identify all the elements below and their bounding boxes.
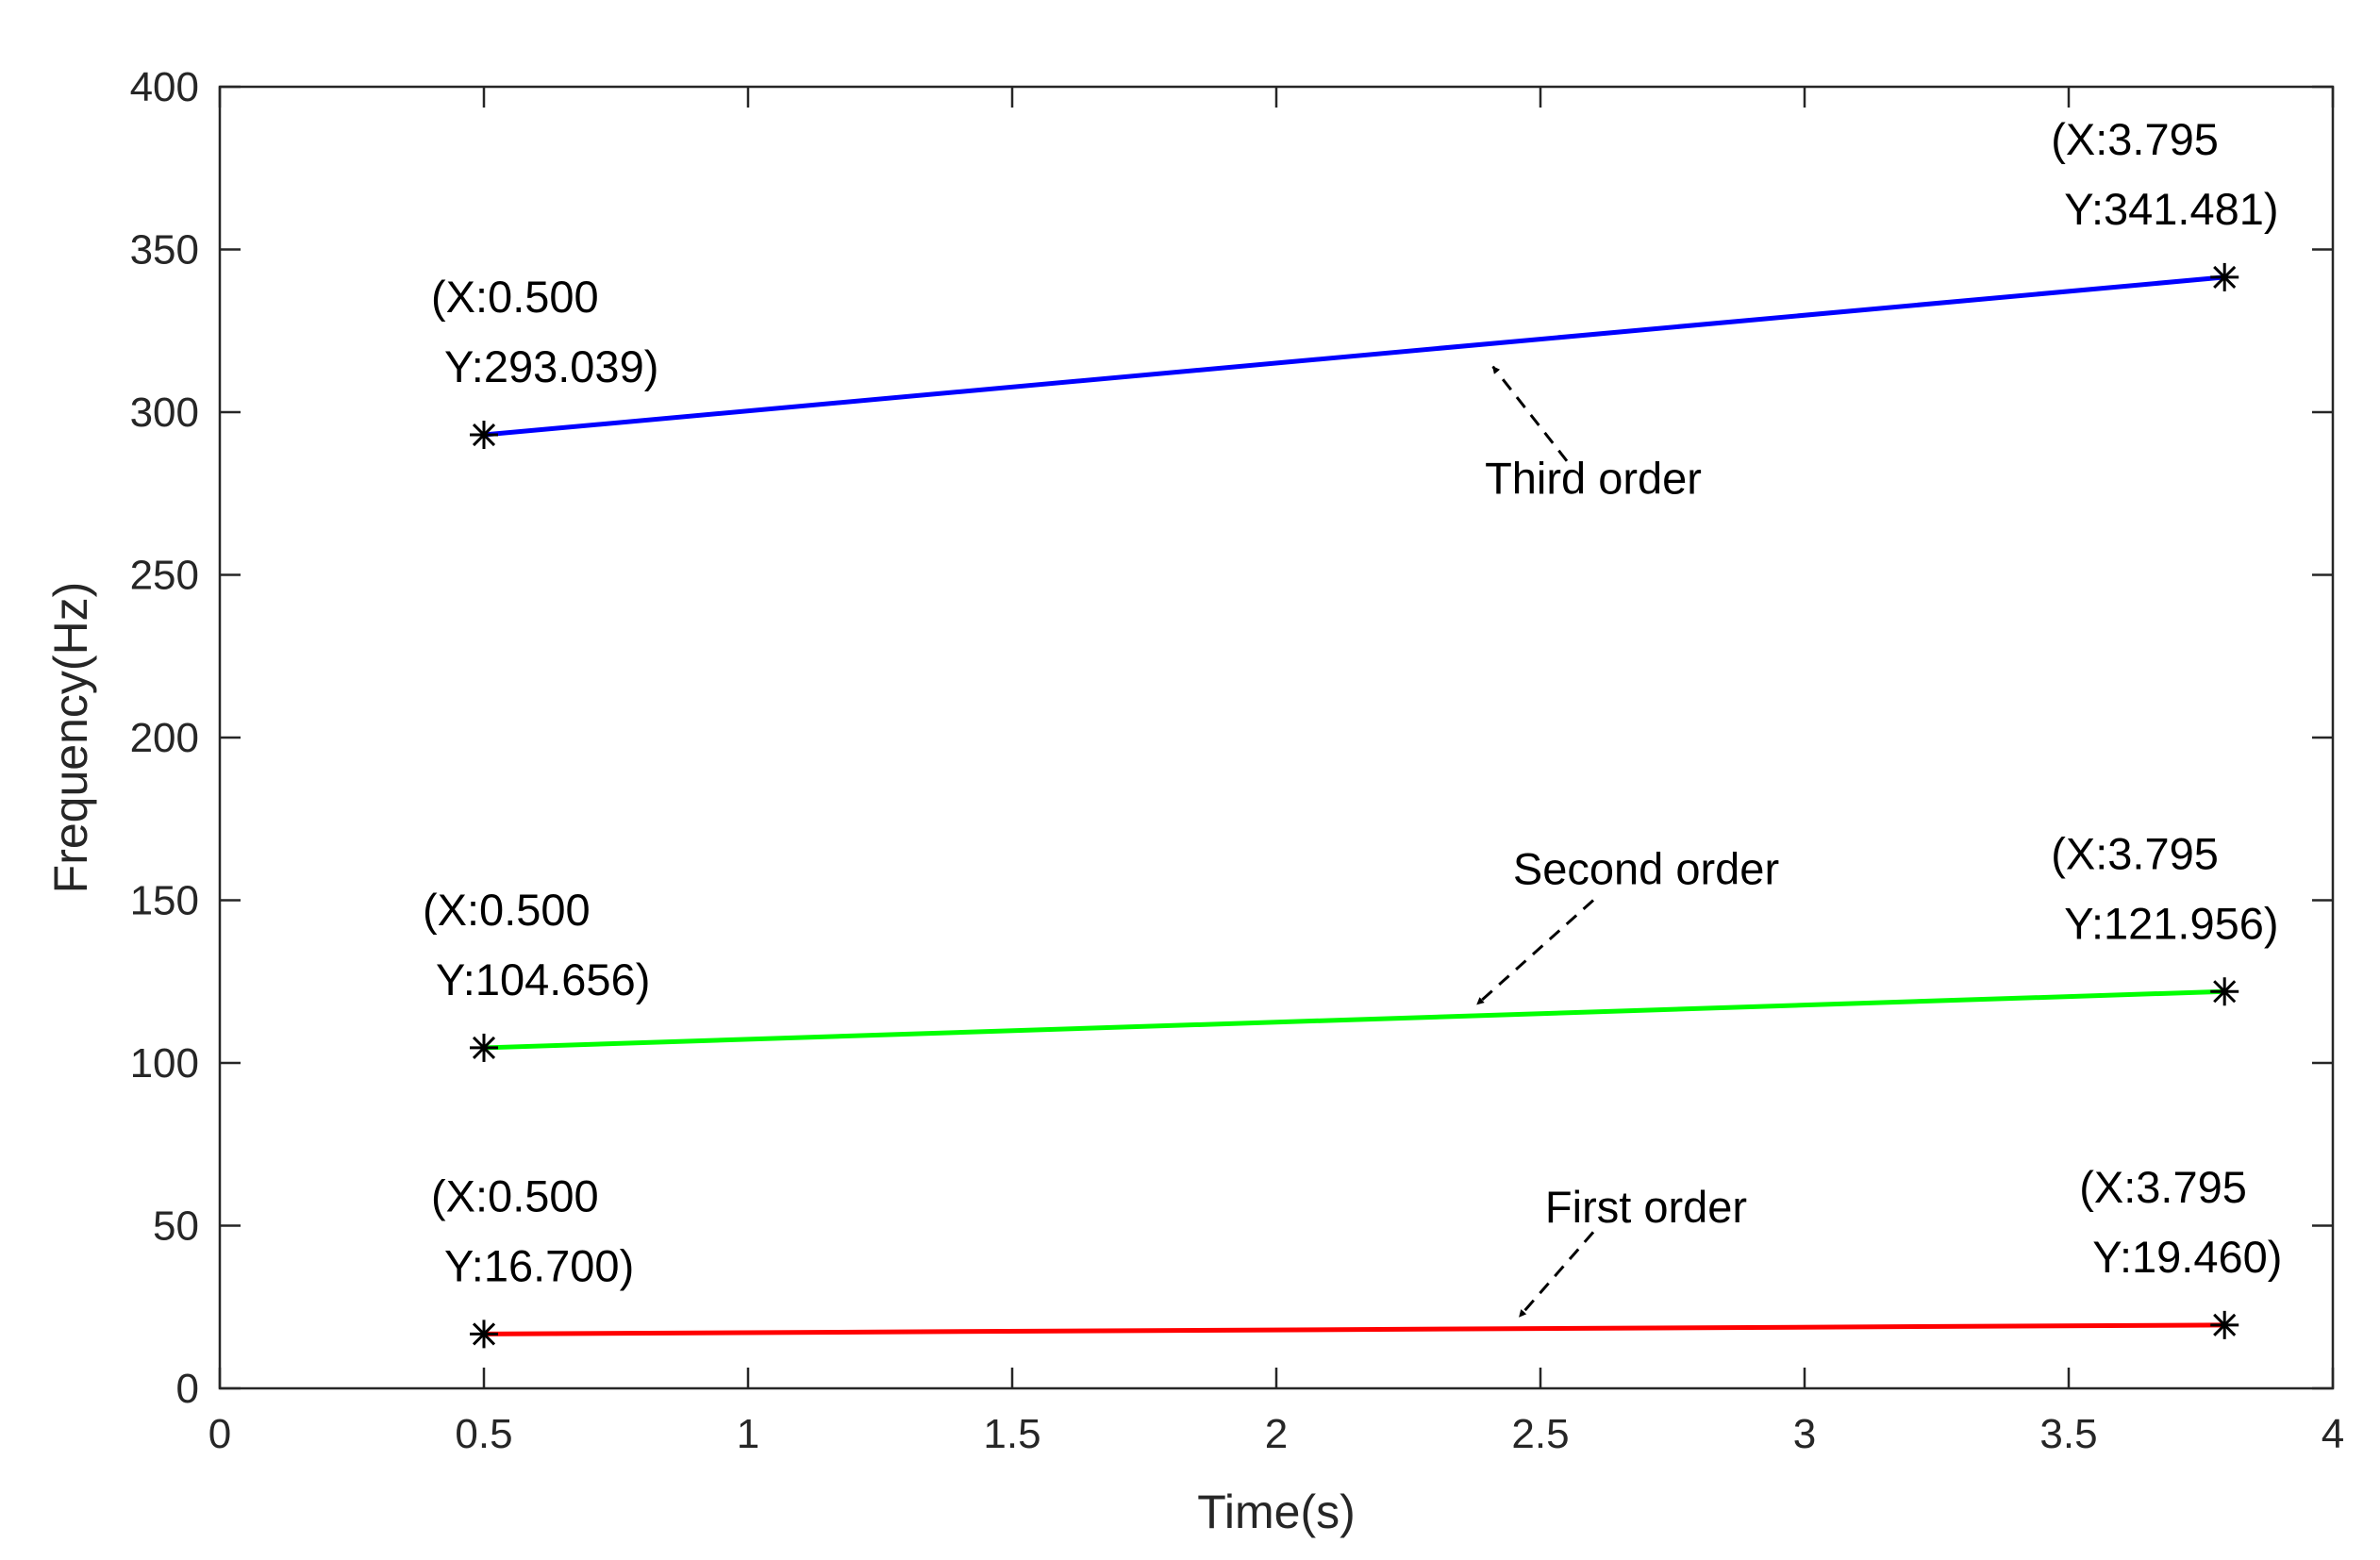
data-point-marker — [470, 1319, 498, 1349]
data-point-label: Y:293.039) — [444, 341, 658, 391]
y-tick-label: 150 — [130, 878, 199, 924]
x-tick-label: 3.5 — [2039, 1411, 2097, 1457]
x-tick-label: 3 — [1793, 1411, 1816, 1457]
marker-stroke — [2213, 1313, 2237, 1336]
data-point-label: (X:0.500 — [431, 272, 599, 322]
marker-stroke — [472, 423, 496, 447]
y-tick-label: 350 — [130, 227, 199, 274]
x-tick-label: 1.5 — [983, 1411, 1040, 1457]
y-tick-label: 0 — [176, 1366, 199, 1412]
annotation-label: Second order — [1513, 843, 1779, 893]
y-tick-label: 50 — [153, 1203, 199, 1250]
data-point-label: Y:104.656) — [436, 954, 650, 1004]
y-tick-label: 250 — [130, 553, 199, 599]
data-point-marker — [470, 1033, 498, 1062]
marker-stroke — [472, 1322, 496, 1346]
annotation-arrow — [1518, 1231, 1595, 1319]
data-point-label: (X:0.500 — [423, 885, 591, 935]
marker-stroke — [2213, 265, 2237, 289]
y-tick-label: 200 — [130, 715, 199, 761]
annotation-label: First order — [1545, 1182, 1747, 1232]
data-point-label: (X:3.795 — [2051, 114, 2219, 164]
data-point-label: (X:0.500 — [431, 1170, 599, 1220]
x-tick-label: 0.5 — [455, 1411, 512, 1457]
series-line — [483, 988, 2225, 1051]
x-tick-label: 0 — [208, 1411, 231, 1457]
plot-area — [218, 85, 2335, 1390]
x-tick-label: 2 — [1265, 1411, 1288, 1457]
annotation-label: Third order — [1485, 453, 1702, 503]
y-tick-label: 100 — [130, 1040, 199, 1087]
y-tick-label: 400 — [130, 64, 199, 110]
x-axis-label: Time(s) — [1197, 1485, 1356, 1538]
series-layer: (X:0.500 Y:16.700) (X:3.795 Y:19.460) (X:0.5… — [423, 114, 2282, 1349]
marker-stroke — [472, 1036, 496, 1059]
x-tick-label: 4 — [2322, 1411, 2344, 1457]
data-point-label: Y:19.460) — [2092, 1232, 2282, 1282]
data-point-label: (X:3.795 — [2051, 828, 2219, 878]
series-line — [483, 274, 2225, 438]
data-point-label: Y:121.956) — [2064, 898, 2278, 948]
data-point-label: (X:3.795 — [2079, 1162, 2247, 1212]
annotation-arrow — [1475, 899, 1595, 1006]
data-point-label: Y:16.700) — [444, 1240, 634, 1290]
data-point-label: Y:341.481) — [2064, 184, 2278, 234]
x-tick-label: 1 — [737, 1411, 759, 1457]
data-point-marker — [2210, 977, 2239, 1006]
annotation-layer: Third order Second order First order — [1475, 365, 1779, 1319]
x-tick-label: 2.5 — [1511, 1411, 1569, 1457]
data-point-marker — [2210, 1310, 2239, 1339]
y-axis-label: Frequency(Hz) — [44, 582, 97, 894]
annotation-arrow — [1491, 365, 1569, 462]
marker-stroke — [2213, 980, 2237, 1004]
axis-ticks: 0 0.5 1 1.5 2 2.5 3 3.5 4 0 50 100 150 200 250 300 350 40… — [130, 64, 2345, 1457]
data-point-marker — [2210, 262, 2239, 291]
data-point-marker — [470, 421, 498, 450]
series-line — [483, 1322, 2225, 1336]
y-tick-label: 300 — [130, 390, 199, 436]
